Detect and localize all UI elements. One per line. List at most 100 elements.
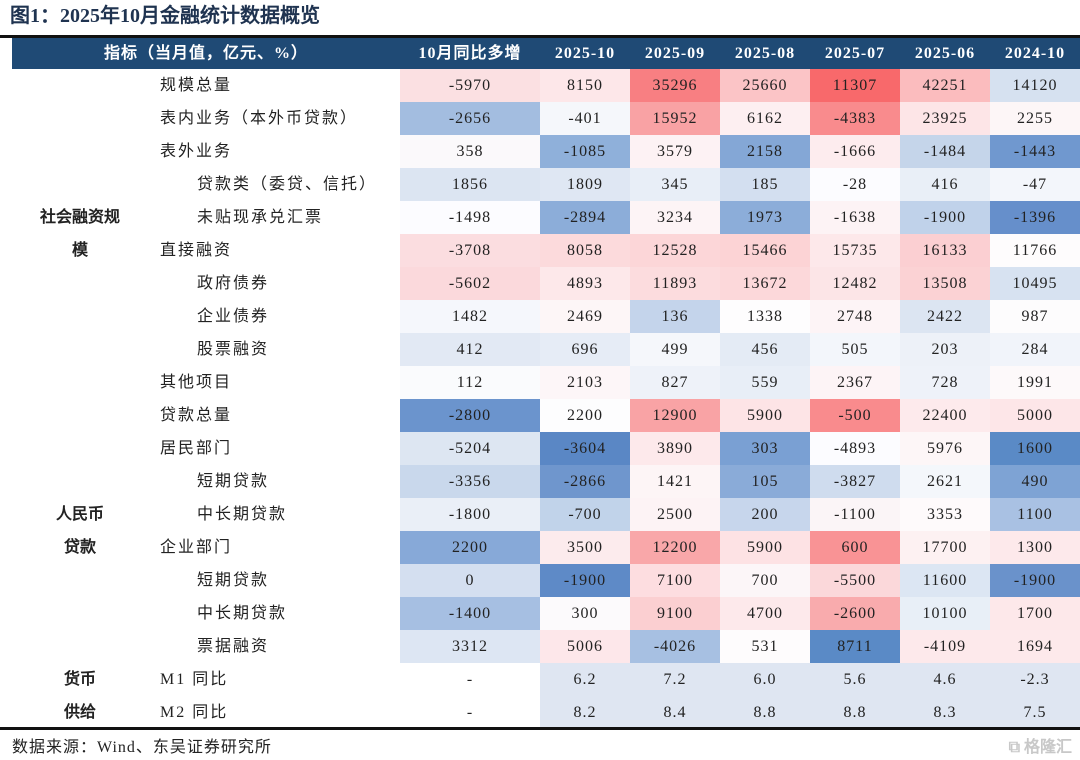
table-cell: -2656 xyxy=(400,102,540,135)
row-label: 股票融资 xyxy=(197,341,270,358)
table-cell: 1421 xyxy=(630,465,720,498)
table-row: 贷款类（委贷、信托） 1856 1809 345 185 -28 416 -47 xyxy=(0,168,1080,201)
table-cell: 6.2 xyxy=(540,663,630,696)
table-cell: 2469 xyxy=(540,300,630,333)
table-cell: 11307 xyxy=(810,69,900,102)
table-cell: -4109 xyxy=(900,630,990,663)
table-cell: -1638 xyxy=(810,201,900,234)
table-row: 短期贷款 -3356 -2866 1421 105 -3827 2621 490 xyxy=(0,465,1080,498)
table-cell: 303 xyxy=(720,432,810,465)
table-cell: - xyxy=(400,696,540,729)
table-cell: 8.8 xyxy=(810,696,900,729)
row-label: 短期贷款 xyxy=(197,473,270,490)
table-cell: 1482 xyxy=(400,300,540,333)
figure-title: 图1：2025年10月金融统计数据概览 xyxy=(10,5,320,27)
table-cell: 35296 xyxy=(630,69,720,102)
table-row: 短期贷款 0 -1900 7100 700 -5500 11600 -1900 xyxy=(0,564,1080,597)
table-cell: 2255 xyxy=(990,102,1080,135)
header-col-7: 2024-10 xyxy=(1004,45,1066,62)
group-label-social-financing: 社会融资规 模 xyxy=(20,201,140,267)
table-cell: 8711 xyxy=(810,630,900,663)
table-cell: 3500 xyxy=(540,531,630,564)
group-label-line2: 贷款 xyxy=(63,539,96,556)
table-cell: 203 xyxy=(900,333,990,366)
table-cell: 700 xyxy=(720,564,810,597)
table-cell: 5976 xyxy=(900,432,990,465)
table-cell: 456 xyxy=(720,333,810,366)
table-cell: 4.6 xyxy=(900,663,990,696)
table-cell: 7100 xyxy=(630,564,720,597)
table-cell: 200 xyxy=(720,498,810,531)
table-cell: 559 xyxy=(720,366,810,399)
table-row: 中长期贷款 -1800 -700 2500 200 -1100 3353 1100 xyxy=(0,498,1080,531)
table-cell: 0 xyxy=(400,564,540,597)
group-label-line2: 供给 xyxy=(63,704,96,721)
row-label: 贷款总量 xyxy=(160,407,233,424)
table-row: 政府债券 -5602 4893 11893 13672 12482 13508 10495 xyxy=(0,267,1080,300)
header-col-2: 2025-10 xyxy=(554,45,616,62)
header-col-1: 10月同比多增 xyxy=(418,45,522,62)
group-label-money-supply: 货币 供给 xyxy=(20,663,140,729)
table-cell: 8.4 xyxy=(630,696,720,729)
table-row: 规模总量 -5970 8150 35296 25660 11307 42251 14120 xyxy=(0,69,1080,102)
table-cell: 10495 xyxy=(990,267,1080,300)
table-cell: 1973 xyxy=(720,201,810,234)
table-cell: 1100 xyxy=(990,498,1080,531)
table-cell: 6.0 xyxy=(720,663,810,696)
table-cell: 2158 xyxy=(720,135,810,168)
table-cell: -5204 xyxy=(400,432,540,465)
table-cell: 2103 xyxy=(540,366,630,399)
table-cell: -500 xyxy=(810,399,900,432)
table-cell: 22400 xyxy=(900,399,990,432)
table-cell: 5900 xyxy=(720,531,810,564)
table-row: 表外业务 358 -1085 3579 2158 -1666 -1484 -1443 xyxy=(0,135,1080,168)
table-cell: -1400 xyxy=(400,597,540,630)
table-cell: -1396 xyxy=(990,201,1080,234)
table-cell: 105 xyxy=(720,465,810,498)
table-cell: 827 xyxy=(630,366,720,399)
table-cell: 15952 xyxy=(630,102,720,135)
table-cell: 5006 xyxy=(540,630,630,663)
table-cell: -47 xyxy=(990,168,1080,201)
table-cell: 2200 xyxy=(540,399,630,432)
table-row: 其他项目 112 2103 827 559 2367 728 1991 xyxy=(0,366,1080,399)
row-label: 规模总量 xyxy=(160,77,233,94)
header-col-5: 2025-07 xyxy=(824,45,886,62)
table-cell: -1900 xyxy=(540,564,630,597)
table-cell: 490 xyxy=(990,465,1080,498)
bottom-rule xyxy=(0,727,1080,730)
group-label-line2: 模 xyxy=(71,242,88,259)
row-label: 居民部门 xyxy=(160,440,233,457)
table-cell: -1666 xyxy=(810,135,900,168)
table-cell: 8.8 xyxy=(720,696,810,729)
table-cell: -4026 xyxy=(630,630,720,663)
table-row: M1 同比 -6.2 7.2 6.0 5.6 4.6 -2.3 xyxy=(0,663,1080,696)
table-cell: 13508 xyxy=(900,267,990,300)
table-cell: 987 xyxy=(990,300,1080,333)
table-cell: 2200 xyxy=(400,531,540,564)
table-cell: 696 xyxy=(540,333,630,366)
table-row: 直接融资 -3708 8058 12528 15466 15735 16133 11766 xyxy=(0,234,1080,267)
row-label: 贷款类（委贷、信托） xyxy=(197,176,378,193)
row-label: 表内业务（本外币贷款） xyxy=(160,110,359,127)
table-cell: 505 xyxy=(810,333,900,366)
table-cell: 8058 xyxy=(540,234,630,267)
table-cell: 1300 xyxy=(990,531,1080,564)
table-cell: -3356 xyxy=(400,465,540,498)
row-label: 直接融资 xyxy=(160,242,233,259)
table-cell: 358 xyxy=(400,135,540,168)
table-cell: 11600 xyxy=(900,564,990,597)
row-label: 中长期贷款 xyxy=(197,605,288,622)
row-label: 票据融资 xyxy=(197,638,270,655)
table-cell: 3353 xyxy=(900,498,990,531)
table-cell: -1900 xyxy=(900,201,990,234)
table-cell: 9100 xyxy=(630,597,720,630)
table-cell: 345 xyxy=(630,168,720,201)
table-cell: 2422 xyxy=(900,300,990,333)
table-cell: -5602 xyxy=(400,267,540,300)
table-row: 股票融资 412 696 499 456 505 203 284 xyxy=(0,333,1080,366)
table-cell: 3890 xyxy=(630,432,720,465)
table-cell: -1498 xyxy=(400,201,540,234)
table-cell: 8150 xyxy=(540,69,630,102)
row-label: 短期贷款 xyxy=(197,572,270,589)
